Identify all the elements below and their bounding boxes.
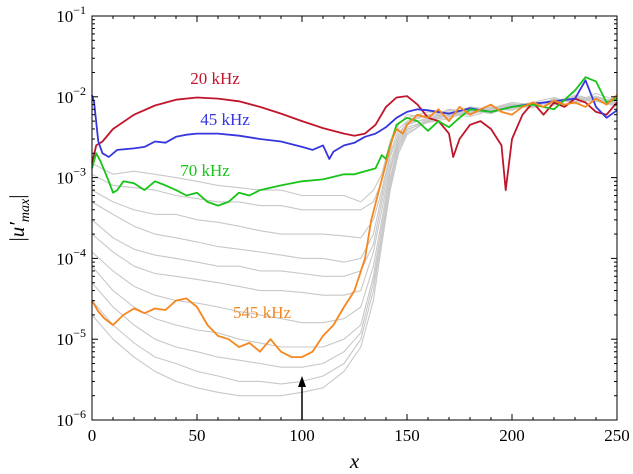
axis-ticks: 0 50 100 150 200 250 10−6 10−5 10−4 10−3 10−2 10−1 xyxy=(56,3,630,445)
arrow-marker xyxy=(298,376,306,420)
x-tick-label: 100 xyxy=(289,426,315,445)
y-tick-label: 10−4 xyxy=(56,245,86,268)
x-tick-label: 200 xyxy=(499,426,525,445)
x-tick-label: 0 xyxy=(88,426,97,445)
y-tick-label: 10−5 xyxy=(56,326,86,349)
y-tick-label: 10−1 xyxy=(56,3,86,26)
x-tick-label: 50 xyxy=(189,426,206,445)
y-tick-label: 10−3 xyxy=(56,165,86,188)
annotation-label-1: 20 kHz xyxy=(190,69,240,88)
annotation-label-2: 45 kHz xyxy=(200,110,250,129)
y-axis-title: |u′max| xyxy=(5,195,33,242)
annotation-label-4: 545 kHz xyxy=(233,303,292,322)
background-series-line-5 xyxy=(91,94,618,277)
arrow-head xyxy=(298,376,306,388)
highlighted-series-group xyxy=(91,76,618,358)
background-series-line-9 xyxy=(91,97,618,368)
x-tick-label: 150 xyxy=(394,426,420,445)
plot-frame xyxy=(91,15,618,421)
series-line-3 xyxy=(91,76,618,207)
y-tick-label: 10−2 xyxy=(56,84,86,107)
series-line-4 xyxy=(91,94,618,358)
background-series-line-3 xyxy=(91,99,618,239)
y-tick-label: 10−6 xyxy=(56,407,86,430)
x-tick-label: 250 xyxy=(604,426,630,445)
series-line-2 xyxy=(91,79,618,160)
annotation-group: 20 kHz 45 kHz 70 kHz 545 kHz xyxy=(180,69,291,322)
annotation-label-3: 70 kHz xyxy=(180,161,230,180)
background-series-line-2 xyxy=(91,96,618,211)
background-series-line-6 xyxy=(91,95,618,296)
x-axis-title: x xyxy=(349,449,360,473)
series-line-1 xyxy=(91,95,618,191)
background-series-line-11 xyxy=(91,95,618,397)
